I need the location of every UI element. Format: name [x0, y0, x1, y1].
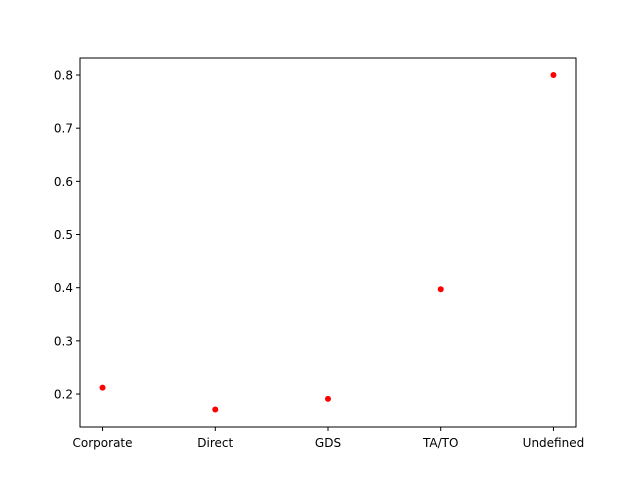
- data-point-gds: [325, 395, 331, 402]
- x-tick-label: Direct: [197, 436, 233, 450]
- y-tick-label: 0.6: [54, 175, 73, 189]
- data-point-ta-to: [437, 286, 444, 293]
- data-points: [99, 72, 557, 413]
- x-tick-label: Undefined: [523, 436, 585, 450]
- y-tick-label: 0.2: [54, 388, 73, 402]
- data-point-undefined: [550, 72, 557, 79]
- plot-area: [80, 58, 576, 427]
- x-tick-label: TA/TO: [422, 436, 458, 450]
- data-point-direct: [212, 406, 219, 413]
- x-axis-ticks: Corporate Direct GDS TA/TO Undefined: [73, 427, 585, 450]
- y-tick-label: 0.5: [54, 228, 73, 242]
- x-tick-label: Corporate: [73, 436, 133, 450]
- y-tick-label: 0.4: [54, 281, 73, 295]
- y-tick-label: 0.8: [54, 69, 73, 83]
- plot-frame: [79, 57, 577, 428]
- y-tick-label: 0.7: [54, 122, 73, 136]
- data-point-corporate: [99, 384, 106, 391]
- x-tick-label: GDS: [315, 436, 341, 450]
- y-tick-label: 0.3: [54, 334, 73, 348]
- y-axis-ticks: 0.2 0.3 0.4 0.5 0.6 0.7 0.8: [54, 69, 80, 402]
